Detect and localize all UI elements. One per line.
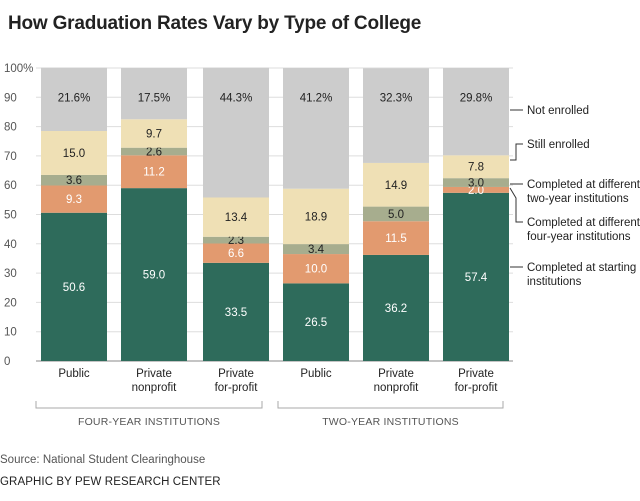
- legend-leader: [510, 143, 523, 161]
- data-label: 6.6: [228, 248, 244, 260]
- bar-segment-not-enrolled: [443, 68, 509, 156]
- y-tick-label: 90: [4, 92, 17, 104]
- data-label: 2.6: [146, 147, 162, 159]
- legend-leader: [509, 187, 523, 223]
- data-label: 2.3: [228, 235, 244, 247]
- data-label: 10.0: [305, 264, 327, 276]
- category-label: Private: [218, 368, 254, 380]
- bar-segment-not-enrolled: [41, 67, 107, 131]
- graphic-credit: GRAPHIC BY PEW RESEARCH CENTER: [0, 476, 221, 488]
- legend-label-still-enrolled: Still enrolled: [527, 139, 590, 151]
- legend-label-not-enrolled: Not enrolled: [527, 105, 589, 117]
- category-label: for-profit: [215, 382, 259, 394]
- data-label: 18.9: [305, 211, 327, 223]
- source-note: Source: National Student Clearinghouse: [0, 454, 206, 466]
- category-label: Public: [300, 368, 332, 380]
- bar-segment-completed-two-year: [443, 178, 509, 187]
- bar-segment-not-enrolled: [203, 67, 269, 198]
- data-label: 44.3%: [220, 92, 253, 104]
- data-label: 59.0: [143, 270, 165, 282]
- legend-label-completed-starting: Completed at starting: [527, 262, 636, 274]
- bar-segment-completed-two-year: [283, 244, 349, 255]
- data-label: 17.5%: [138, 92, 171, 104]
- group-bracket: [35, 401, 263, 409]
- y-tick-label: 0: [4, 356, 10, 368]
- group-label: TWO-YEAR INSTITUTIONS: [322, 416, 459, 428]
- bar-segment-still-enrolled: [283, 188, 349, 245]
- legend-label-completed-two-year: two-year institutions: [527, 193, 629, 205]
- y-tick-label: 20: [4, 297, 17, 309]
- bar-segment-completed-two-year: [41, 174, 107, 186]
- data-label: 3.4: [308, 244, 325, 256]
- data-label: 36.2: [385, 303, 407, 315]
- group-bracket: [277, 401, 504, 409]
- y-tick-label: 50: [4, 210, 17, 222]
- category-label: nonprofit: [132, 382, 178, 394]
- bar-segment-completed-starting: [443, 192, 509, 361]
- bar-segment-completed-four-year: [363, 221, 429, 255]
- bar-segment-still-enrolled: [41, 130, 107, 175]
- data-label: 29.8%: [460, 92, 493, 104]
- data-label: 21.6%: [58, 92, 91, 104]
- y-tick-label: 100%: [4, 63, 33, 75]
- data-label: 3.0: [468, 178, 484, 190]
- data-label: 7.8: [468, 162, 484, 174]
- chart-title: How Graduation Rates Vary by Type of Col…: [8, 13, 422, 34]
- y-tick-label: 40: [4, 239, 17, 251]
- y-tick-label: 70: [4, 151, 17, 163]
- data-label: 26.5: [305, 317, 327, 329]
- bar-segment-still-enrolled: [203, 197, 269, 237]
- data-label: 15.0: [63, 148, 85, 160]
- legend-label-completed-starting: institutions: [527, 276, 582, 288]
- y-tick-label: 80: [4, 122, 17, 134]
- legend-label-completed-two-year: Completed at different: [527, 179, 640, 191]
- bar-segment-still-enrolled: [443, 155, 509, 179]
- bar-segment-completed-two-year: [363, 206, 429, 222]
- bar-segment-completed-four-year: [121, 155, 187, 189]
- data-label: 9.7: [146, 128, 162, 140]
- y-tick-label: 30: [4, 268, 17, 280]
- data-label: 2.0: [468, 185, 484, 197]
- bar-segment-completed-starting: [121, 188, 187, 361]
- bar-segment-completed-four-year: [203, 243, 269, 263]
- data-label: 5.0: [388, 209, 404, 221]
- bar-segment-completed-starting: [203, 262, 269, 361]
- bar-segment-completed-starting: [41, 212, 107, 361]
- group-label: FOUR-YEAR INSTITUTIONS: [78, 416, 220, 428]
- data-label: 33.5: [225, 307, 247, 319]
- category-label: Public: [58, 368, 90, 380]
- category-label: for-profit: [455, 382, 499, 394]
- legend-label-completed-four-year: four-year institutions: [527, 231, 631, 243]
- bar-segment-completed-two-year: [121, 147, 187, 156]
- data-label: 50.6: [63, 282, 85, 294]
- bar-segment-still-enrolled: [363, 162, 429, 207]
- bar-segment-still-enrolled: [121, 119, 187, 148]
- bar-segment-completed-starting: [363, 254, 429, 361]
- category-label: nonprofit: [374, 382, 420, 394]
- data-label: 11.5: [385, 233, 407, 245]
- data-label: 3.6: [66, 175, 82, 187]
- bar-segment-completed-starting: [283, 283, 349, 361]
- data-label: 41.2%: [300, 92, 333, 104]
- bar-segment-not-enrolled: [363, 68, 429, 163]
- bar-segment-completed-four-year: [41, 185, 107, 213]
- bar-segment-not-enrolled: [283, 68, 349, 189]
- bar-segment-completed-four-year: [443, 186, 509, 193]
- y-tick-label: 10: [4, 327, 17, 339]
- data-label: 14.9: [385, 180, 407, 192]
- y-tick-label: 60: [4, 180, 17, 192]
- category-label: Private: [378, 368, 414, 380]
- data-label: 57.4: [465, 272, 488, 284]
- data-label: 13.4: [225, 212, 248, 224]
- legend-label-completed-four-year: Completed at different: [527, 217, 640, 229]
- data-label: 11.2: [143, 167, 165, 179]
- bar-segment-completed-two-year: [203, 236, 269, 244]
- category-label: Private: [458, 368, 494, 380]
- data-label: 32.3%: [380, 92, 413, 104]
- category-label: Private: [136, 368, 172, 380]
- bar-segment-completed-four-year: [283, 254, 349, 284]
- data-label: 9.3: [66, 194, 82, 206]
- bar-segment-not-enrolled: [121, 68, 187, 120]
